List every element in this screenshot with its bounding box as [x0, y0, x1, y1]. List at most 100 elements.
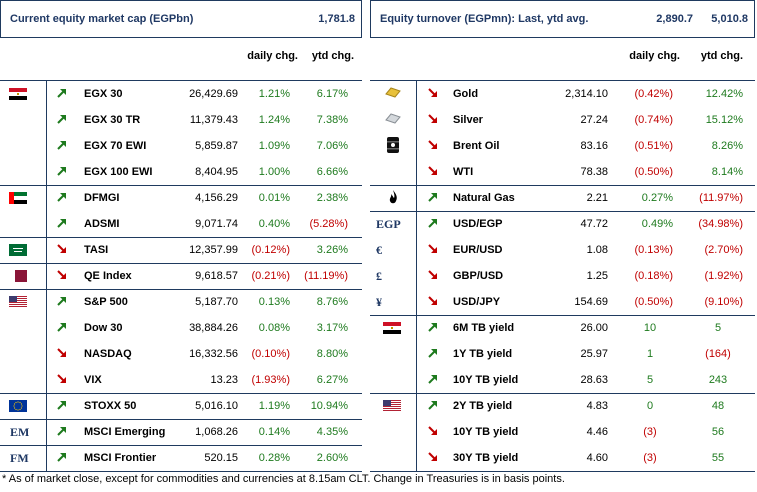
arrow-up-icon	[426, 398, 440, 412]
equity-column-headers: daily chg. ytd chg.	[0, 38, 362, 64]
instrument-name: EUR/USD	[453, 244, 503, 256]
group-divider	[370, 211, 755, 212]
instrument-value: 26,429.69	[189, 88, 238, 100]
instrument-name: 10Y TB yield	[453, 374, 519, 386]
ytd-change-value: 2.38%	[316, 192, 348, 204]
ytd-change-value: 7.38%	[316, 114, 348, 126]
daily-change-value: 0.49%	[641, 218, 673, 230]
instrument-value: 13.23	[210, 374, 238, 386]
instrument-name: WTI	[453, 166, 474, 178]
daily-change-value: (0.21%)	[251, 270, 290, 282]
instrument-value: 12,357.99	[189, 244, 238, 256]
instrument-value: 5,859.87	[195, 140, 238, 152]
us-flag-icon	[9, 296, 27, 308]
instrument-name: MSCI Emerging	[84, 426, 166, 438]
ytd-change-value: 6.17%	[316, 88, 348, 100]
table-row: 10Y TB yield 28.63 5 243	[370, 367, 755, 393]
instrument-value: 1,068.26	[195, 426, 238, 438]
ytd-change-header: ytd chg.	[311, 50, 354, 62]
instrument-value: 4.46	[586, 426, 608, 438]
group-divider	[0, 80, 362, 81]
instrument-value: 16,332.56	[189, 348, 238, 360]
ytd-change-value: (1.92%)	[704, 270, 743, 282]
equity-turnover-title: Equity turnover (EGPmn): Last, ytd avg.	[380, 13, 589, 25]
table-row: Silver 27.24 (0.74%) 15.12%	[370, 107, 755, 133]
ytd-change-value: 6.66%	[316, 166, 348, 178]
instrument-name: GBP/USD	[453, 270, 504, 282]
daily-change-value: 0.28%	[258, 452, 290, 464]
instrument-name: DFMGI	[84, 192, 120, 204]
symbol-label: ¥	[376, 295, 382, 309]
table-row: 30Y TB yield 4.60 (3) 55	[370, 445, 755, 471]
ytd-change-value: 4.35%	[316, 426, 348, 438]
instrument-name: Brent Oil	[453, 140, 500, 152]
daily-change-value: 0.01%	[258, 192, 290, 204]
daily-change-value: (1.93%)	[251, 374, 290, 386]
uae-flag-icon	[9, 192, 27, 204]
group-divider	[0, 237, 362, 238]
table-row: € EUR/USD 1.08 (0.13%) (2.70%)	[370, 237, 755, 263]
table-row: ¥ USD/JPY 154.69 (0.50%) (9.10%)	[370, 289, 755, 315]
table-row: EGX 100 EWI 8,404.95 1.00% 6.66%	[0, 159, 362, 185]
ytd-change-value: (9.10%)	[704, 296, 743, 308]
daily-change-value: 0.40%	[258, 218, 290, 230]
equity-market-header: Current equity market cap (EGPbn) 1,781.…	[0, 0, 362, 38]
instrument-value: 38,884.26	[189, 322, 238, 334]
arrow-down-icon	[426, 86, 440, 100]
daily-change-value: (0.13%)	[634, 244, 673, 256]
symbol-label: €	[376, 243, 382, 257]
ytd-change-value: 12.42%	[705, 88, 743, 100]
daily-change-value: (0.74%)	[634, 114, 673, 126]
arrow-up-icon	[55, 450, 69, 464]
instrument-name: TASI	[84, 244, 109, 256]
ytd-change-value: (34.98%)	[698, 218, 743, 230]
daily-change-value: (0.10%)	[251, 348, 290, 360]
table-row: 2Y TB yield 4.83 0 48	[370, 393, 755, 419]
arrow-up-icon	[55, 398, 69, 412]
arrow-down-icon	[426, 450, 440, 464]
instrument-value: 4,156.29	[195, 192, 238, 204]
equity-market-panel: Current equity market cap (EGPbn) 1,781.…	[0, 0, 362, 472]
table-row: TASI 12,357.99 (0.12%) 3.26%	[0, 237, 362, 263]
table-row: EM MSCI Emerging 1,068.26 0.14% 4.35%	[0, 419, 362, 445]
daily-change-value: (3)	[643, 452, 657, 464]
ytd-change-value: 10.94%	[310, 400, 348, 412]
ytd-change-value: 8.14%	[711, 166, 743, 178]
instrument-value: 1.08	[586, 244, 608, 256]
instrument-value: 11,379.43	[189, 114, 238, 126]
instrument-value: 9,071.74	[195, 218, 238, 230]
group-divider	[0, 289, 362, 290]
instrument-name: QE Index	[84, 270, 132, 282]
arrow-down-icon	[426, 268, 440, 282]
arrow-up-icon	[55, 112, 69, 126]
instrument-name: Gold	[453, 88, 479, 100]
symbol-label: EM	[10, 425, 30, 439]
instrument-value: 9,618.57	[195, 270, 238, 282]
egypt-flag-icon	[9, 88, 27, 100]
table-row: EGX 30 TR 11,379.43 1.24% 7.38%	[0, 107, 362, 133]
arrow-up-icon	[55, 190, 69, 204]
ytd-change-value: 8.80%	[316, 348, 348, 360]
instrument-name: Dow 30	[84, 322, 123, 334]
group-divider	[0, 263, 362, 264]
instrument-value: 78.38	[580, 166, 608, 178]
equity-turnover-header: Equity turnover (EGPmn): Last, ytd avg. …	[370, 0, 755, 38]
arrow-up-icon	[55, 86, 69, 100]
arrow-up-icon	[426, 372, 440, 386]
instrument-name: NASDAQ	[84, 348, 132, 360]
group-divider	[0, 419, 362, 420]
instrument-value: 154.69	[574, 296, 608, 308]
daily-change-value: 1.00%	[258, 166, 290, 178]
instrument-name: EGX 100 EWI	[84, 166, 153, 178]
eu-flag-icon	[9, 400, 27, 412]
table-row: Dow 30 38,884.26 0.08% 3.17%	[0, 315, 362, 341]
arrow-down-icon	[55, 268, 69, 282]
turnover-ytd-avg-value: 5,010.8	[711, 13, 748, 25]
instrument-name: 6M TB yield	[453, 322, 515, 334]
table-row: DFMGI 4,156.29 0.01% 2.38%	[0, 185, 362, 211]
table-row: VIX 13.23 (1.93%) 6.27%	[0, 367, 362, 393]
daily-change-value: 1.19%	[258, 400, 290, 412]
instrument-name: EGX 30	[84, 88, 123, 100]
saudi-flag-icon	[9, 244, 27, 256]
daily-change-value: 10	[643, 322, 657, 334]
